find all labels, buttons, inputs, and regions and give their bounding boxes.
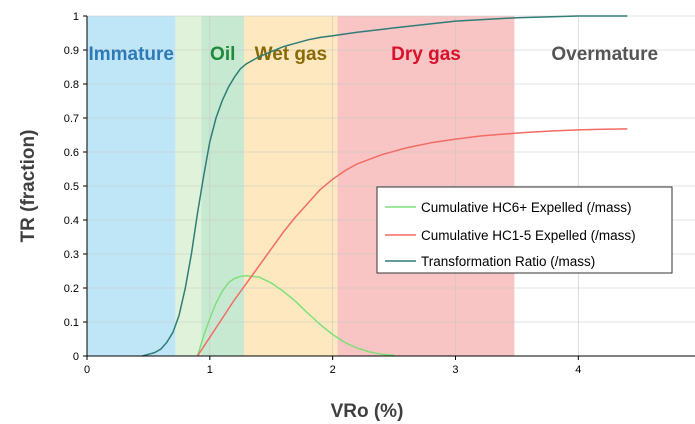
legend-box bbox=[376, 186, 673, 274]
legend-entry-hc6: Cumulative HC6+ Expelled (/mass) bbox=[385, 200, 631, 215]
legend: Cumulative HC6+ Expelled (/mass) Cumulat… bbox=[376, 186, 673, 274]
x-axis-title: VRo (%) bbox=[331, 401, 404, 422]
zone-label-overmature: Overmature bbox=[551, 44, 658, 65]
y-axis-title: TR (fraction) bbox=[18, 130, 39, 243]
x-tick-label: 2 bbox=[330, 364, 336, 376]
zone-label-oil: Oil bbox=[210, 44, 235, 65]
x-tick-label: 3 bbox=[452, 364, 458, 376]
y-tick-label: 0.5 bbox=[64, 181, 79, 193]
y-tick-label: 0.3 bbox=[64, 249, 79, 261]
legend-label-hc6: Cumulative HC6+ Expelled (/mass) bbox=[421, 200, 631, 215]
series-line-0 bbox=[196, 275, 395, 357]
y-tick-label: 0.2 bbox=[64, 283, 79, 295]
zone-labels: Immature Oil Wet gas Dry gas Overmature bbox=[88, 44, 658, 65]
y-tick-label: 0 bbox=[73, 351, 79, 363]
y-tick-label: 0.4 bbox=[64, 215, 79, 227]
series-line-2 bbox=[142, 15, 628, 357]
y-tick-label: 0.7 bbox=[64, 113, 79, 125]
y-tick-label: 0.8 bbox=[64, 79, 79, 91]
series-lines bbox=[142, 15, 628, 357]
y-tick-label: 1 bbox=[73, 11, 79, 23]
legend-label-tr: Transformation Ratio (/mass) bbox=[421, 254, 595, 269]
zone-label-immature: Immature bbox=[88, 44, 174, 65]
y-tick-label: 0.6 bbox=[64, 147, 79, 159]
x-tick-label: 0 bbox=[84, 364, 90, 376]
tick-labels: 0 0.1 0.2 0.3 0.4 0.5 0.6 0.7 0.8 0.9 1 0 1 2 3 4 bbox=[64, 11, 582, 376]
legend-label-hc1-5: Cumulative HC1-5 Expelled (/mass) bbox=[421, 228, 636, 243]
y-tick-label: 0.1 bbox=[64, 317, 79, 329]
legend-entry-hc1-5: Cumulative HC1-5 Expelled (/mass) bbox=[385, 228, 636, 243]
zone-label-dry-gas: Dry gas bbox=[391, 44, 461, 65]
y-tick-label: 0.9 bbox=[64, 45, 79, 57]
zone-label-wet-gas: Wet gas bbox=[255, 44, 328, 65]
legend-entry-tr: Transformation Ratio (/mass) bbox=[385, 254, 595, 269]
x-tick-label: 4 bbox=[575, 364, 581, 376]
series-line-1 bbox=[196, 128, 628, 357]
x-tick-label: 1 bbox=[207, 364, 213, 376]
